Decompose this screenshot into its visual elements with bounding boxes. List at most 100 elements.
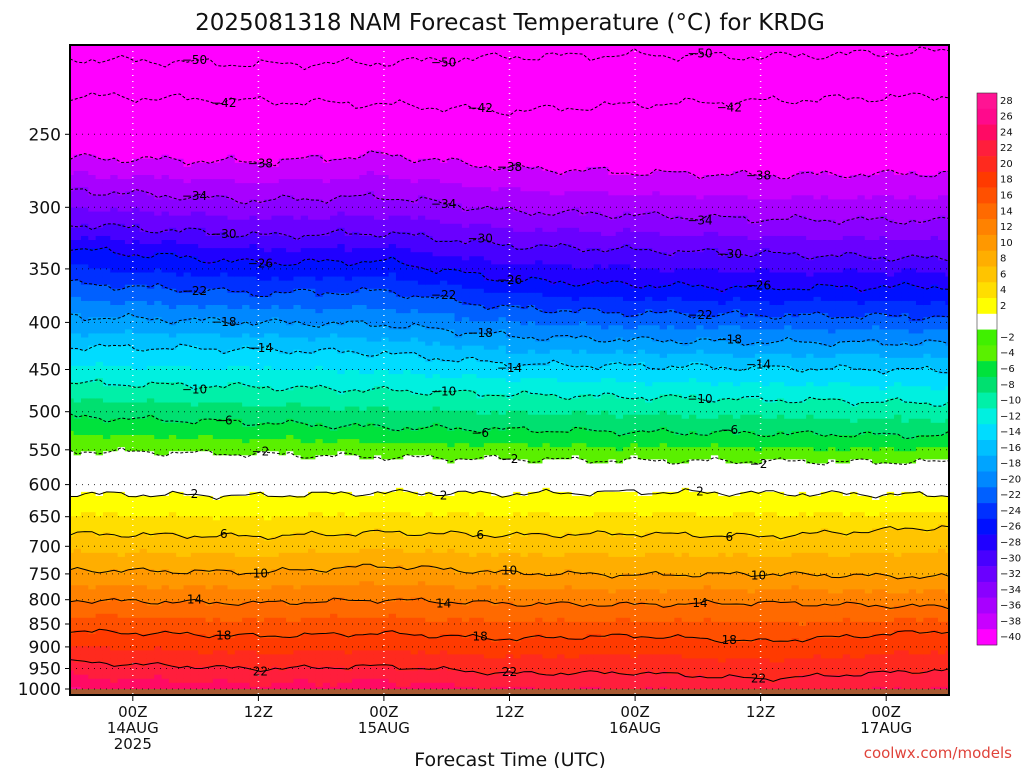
fill-cell xyxy=(117,333,126,339)
fill-cell xyxy=(117,227,126,233)
fill-cell xyxy=(220,61,229,66)
fill-cell xyxy=(234,49,243,54)
fill-cell xyxy=(190,418,199,424)
fill-cell xyxy=(73,110,82,115)
fill-cell xyxy=(271,175,280,180)
fill-cell xyxy=(102,410,111,416)
fill-cell xyxy=(102,150,111,156)
fill-cell xyxy=(110,552,119,558)
fill-cell xyxy=(132,504,141,509)
fill-cell xyxy=(124,613,133,619)
fill-cell xyxy=(278,581,287,586)
fill-cell xyxy=(139,548,148,554)
fill-cell xyxy=(88,126,97,131)
fill-cell xyxy=(95,638,104,643)
fill-cell xyxy=(190,487,199,493)
fill-cell xyxy=(132,134,141,140)
fill-cell xyxy=(256,81,265,87)
fill-cell xyxy=(80,500,89,505)
fill-cell xyxy=(293,162,302,168)
fill-cell xyxy=(70,195,75,200)
fill-cell xyxy=(220,223,229,229)
fill-cell xyxy=(124,390,133,395)
fill-cell xyxy=(124,516,133,521)
fill-cell xyxy=(249,264,258,270)
fill-cell xyxy=(286,552,295,558)
fill-cell xyxy=(242,162,251,168)
fill-cell xyxy=(176,406,185,412)
fill-cell xyxy=(220,516,229,521)
fill-cell xyxy=(110,53,119,58)
fill-cell xyxy=(110,540,119,546)
fill-cell xyxy=(249,670,258,676)
fill-cell xyxy=(205,337,214,343)
fill-cell xyxy=(88,114,97,119)
fill-cell xyxy=(264,491,273,497)
fill-cell xyxy=(88,349,97,355)
fill-cell xyxy=(249,333,258,339)
fill-cell xyxy=(205,674,214,680)
fill-cell xyxy=(88,658,97,664)
fill-cell xyxy=(124,439,133,444)
fill-cell xyxy=(183,674,192,680)
fill-cell xyxy=(183,158,192,164)
fill-cell xyxy=(264,240,273,245)
fill-cell xyxy=(146,256,155,261)
fill-cell xyxy=(234,268,243,274)
fill-cell xyxy=(205,219,214,225)
fill-cell xyxy=(132,573,141,578)
fill-cell xyxy=(132,426,141,432)
fill-cell xyxy=(205,268,214,274)
fill-cell xyxy=(176,662,185,668)
fill-cell xyxy=(102,114,111,119)
fill-cell xyxy=(146,329,155,335)
fill-cell xyxy=(110,305,119,310)
fill-cell xyxy=(286,544,295,550)
fill-cell xyxy=(278,662,287,668)
fill-cell xyxy=(88,410,97,416)
fill-cell xyxy=(286,187,295,192)
fill-cell xyxy=(154,240,163,245)
fill-cell xyxy=(256,227,265,233)
fill-cell xyxy=(286,625,295,631)
fill-cell xyxy=(256,309,265,314)
fill-cell xyxy=(88,300,97,306)
fill-cell xyxy=(198,353,207,359)
fill-cell xyxy=(95,300,104,306)
fill-cell xyxy=(70,93,75,99)
fill-cell xyxy=(198,65,207,70)
fill-cell xyxy=(88,532,97,538)
fill-cell xyxy=(80,589,89,595)
fill-cell xyxy=(168,426,177,432)
fill-cell xyxy=(190,77,199,83)
fill-cell xyxy=(102,512,111,517)
fill-cell xyxy=(70,329,75,335)
fill-cell xyxy=(80,540,89,546)
fill-cell xyxy=(117,654,126,660)
fill-cell xyxy=(95,158,104,164)
fill-cell xyxy=(110,491,119,497)
fill-cell xyxy=(102,268,111,274)
fill-cell xyxy=(132,495,141,501)
fill-cell xyxy=(132,248,141,253)
fill-cell xyxy=(205,402,214,408)
fill-cell xyxy=(198,329,207,335)
fill-cell xyxy=(198,609,207,615)
fill-cell xyxy=(249,244,258,249)
fill-cell xyxy=(70,678,75,684)
fill-cell xyxy=(146,516,155,521)
fill-cell xyxy=(176,471,185,477)
fill-cell xyxy=(146,57,155,62)
fill-cell xyxy=(205,114,214,119)
fill-cell xyxy=(190,467,199,473)
fill-cell xyxy=(242,390,251,395)
fill-cell xyxy=(256,593,265,599)
fill-cell xyxy=(234,532,243,538)
fill-cell xyxy=(95,406,104,412)
fill-cell xyxy=(117,317,126,322)
fill-cell xyxy=(242,447,251,452)
fill-cell xyxy=(183,593,192,599)
fill-cell xyxy=(176,426,185,432)
fill-cell xyxy=(146,512,155,517)
fill-cell xyxy=(256,105,265,111)
